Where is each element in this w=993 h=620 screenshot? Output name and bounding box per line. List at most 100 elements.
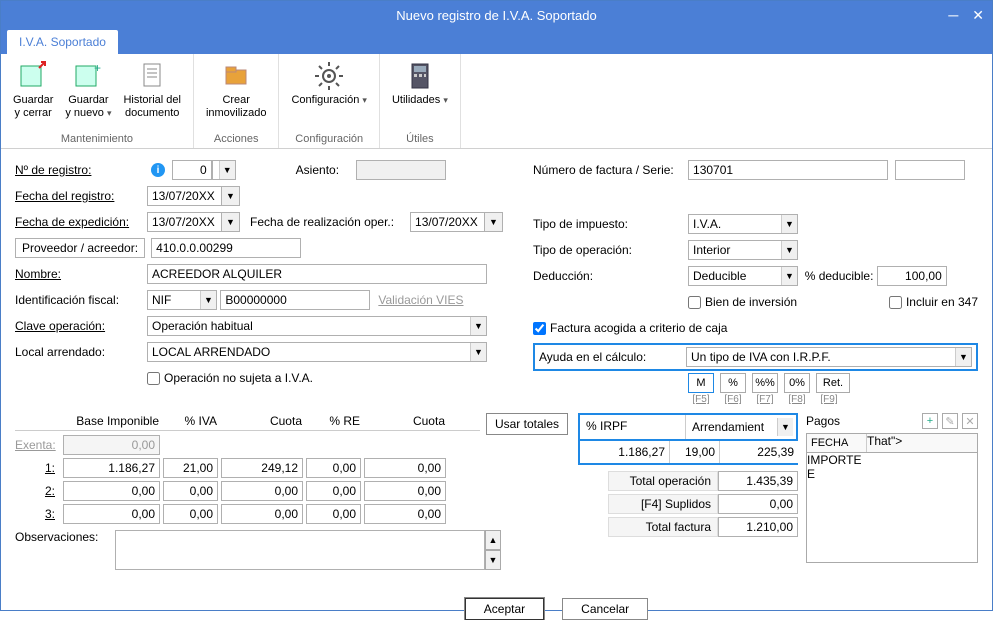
incluir-347-checkbox[interactable]: Incluir en 347 [889, 295, 978, 309]
calc-btn-1[interactable]: % [720, 373, 746, 393]
r2-iva[interactable] [163, 481, 218, 501]
observaciones-textarea[interactable] [115, 530, 485, 570]
ribbon-group-label: Útiles [386, 131, 454, 148]
arrend-arrow[interactable]: ▼ [777, 418, 793, 436]
r3-c[interactable] [221, 504, 303, 524]
fecha-reg-input[interactable] [147, 186, 222, 206]
irpf-pct[interactable] [670, 441, 720, 463]
calc-icon [404, 60, 436, 92]
exenta-bi-input [63, 435, 160, 455]
ayuda-select[interactable] [686, 347, 972, 367]
label-obs: Observaciones: [15, 530, 115, 570]
info-icon[interactable]: i [151, 163, 165, 177]
ribbon-save-new-button[interactable]: +Guardary nuevo ▾ [59, 58, 117, 131]
factura-caja-checkbox[interactable]: Factura acogida a criterio de caja [533, 321, 727, 335]
tab-iva-soportado[interactable]: I.V.A. Soportado [7, 30, 118, 54]
total-fac-input[interactable] [718, 517, 798, 537]
deduccion-arrow[interactable]: ▼ [781, 267, 797, 285]
titlebar: Nuevo registro de I.V.A. Soportado ─ ✕ [1, 1, 992, 29]
col-e[interactable]: E [807, 467, 977, 481]
prov-button[interactable]: Proveedor / acreedor: [15, 238, 145, 258]
ribbon-save-close-button[interactable]: Guardary cerrar [7, 58, 59, 131]
ribbon-history-button[interactable]: Historial deldocumento [117, 58, 186, 131]
nreg-b-arrow[interactable]: ▼ [219, 161, 235, 179]
ribbon-gear-button[interactable]: Configuración ▾ [285, 58, 372, 131]
r1-re[interactable] [306, 458, 361, 478]
gear-icon [313, 60, 345, 92]
r1-bi[interactable] [63, 458, 160, 478]
bien-inversion-checkbox[interactable]: Bien de inversión [688, 295, 797, 309]
fecha-real-picker[interactable]: ▼ [485, 212, 503, 232]
r3-re[interactable] [306, 504, 361, 524]
label-tipo-imp: Tipo de impuesto: [533, 217, 688, 231]
local-arrow[interactable]: ▼ [470, 343, 486, 361]
pagos-delete-icon[interactable]: ✕ [962, 413, 978, 429]
ribbon-folder-button[interactable]: Crearinmovilizado [200, 58, 273, 131]
prov-input[interactable] [151, 238, 301, 258]
r3-bi[interactable] [63, 504, 160, 524]
label-fecha-reg: Fecha del registro: [15, 189, 147, 203]
r2-bi[interactable] [63, 481, 160, 501]
minimize-icon[interactable]: ─ [948, 8, 958, 22]
obs-scroll-down[interactable]: ▼ [485, 550, 501, 570]
tipo-op-arrow[interactable]: ▼ [781, 241, 797, 259]
r1-c[interactable] [221, 458, 303, 478]
total-op-input[interactable] [718, 471, 798, 491]
col-fecha[interactable]: FECHA [807, 434, 867, 452]
calc-btn-2[interactable]: %% [752, 373, 778, 393]
r2-c2[interactable] [364, 481, 446, 501]
local-select[interactable] [147, 342, 487, 362]
pagos-edit-icon[interactable]: ✎ [942, 413, 958, 429]
irpf-base[interactable] [580, 441, 670, 463]
fkey-label: [F6] [720, 394, 746, 405]
fecha-real-input[interactable] [410, 212, 485, 232]
cancelar-button[interactable]: Cancelar [562, 598, 648, 620]
calc-btn-0[interactable]: M [688, 373, 714, 393]
op-no-sujeta-checkbox[interactable]: Operación no sujeta a I.V.A. [147, 371, 313, 385]
fecha-reg-picker[interactable]: ▼ [222, 186, 240, 206]
ayuda-arrow[interactable]: ▼ [955, 348, 971, 366]
r3-c2[interactable] [364, 504, 446, 524]
r1-iva[interactable] [163, 458, 218, 478]
ident-num-input[interactable] [220, 290, 370, 310]
pct-deducible-input[interactable] [877, 266, 947, 286]
nreg-a-input[interactable] [172, 160, 212, 180]
obs-scroll-up[interactable]: ▲ [485, 530, 501, 550]
ayuda-calculo-row: Ayuda en el cálculo: ▼ [533, 343, 978, 371]
num-factura-input[interactable] [688, 160, 888, 180]
label-tipo-op: Tipo de operación: [533, 243, 688, 257]
irpf-cuota[interactable] [720, 441, 798, 463]
serie-input[interactable] [895, 160, 965, 180]
r2-re[interactable] [306, 481, 361, 501]
calc-btn-3[interactable]: 0% [784, 373, 810, 393]
fecha-exp-picker[interactable]: ▼ [222, 212, 240, 232]
fecha-exp-input[interactable] [147, 212, 222, 232]
nombre-input[interactable] [147, 264, 487, 284]
clave-select[interactable] [147, 316, 487, 336]
r3-iva[interactable] [163, 504, 218, 524]
ribbon-label: Guardary nuevo ▾ [65, 94, 111, 120]
aceptar-button[interactable]: Aceptar [465, 598, 544, 620]
r1-c2[interactable] [364, 458, 446, 478]
usar-totales-button[interactable]: Usar totales [486, 413, 568, 435]
r2-c[interactable] [221, 481, 303, 501]
ribbon: Guardary cerrar+Guardary nuevo ▾Historia… [1, 54, 992, 149]
ident-tipo-arrow[interactable]: ▼ [200, 291, 216, 309]
close-icon[interactable]: ✕ [972, 8, 984, 22]
tipo-imp-arrow[interactable]: ▼ [781, 215, 797, 233]
calc-ret-button[interactable]: Ret. [816, 373, 850, 393]
label-clave: Clave operación: [15, 319, 147, 333]
suplidos-input[interactable] [718, 494, 798, 514]
label-exenta: Exenta: [15, 438, 63, 452]
ribbon-calc-button[interactable]: Utilidades ▾ [386, 58, 454, 131]
folder-icon [220, 60, 252, 92]
window-title: Nuevo registro de I.V.A. Soportado [396, 8, 596, 23]
fkey-label: [F5] [688, 394, 714, 405]
tabbar: I.V.A. Soportado [1, 29, 992, 54]
clave-arrow[interactable]: ▼ [470, 317, 486, 335]
col-irpf: % IRPF [580, 415, 686, 439]
validacion-vies-link[interactable]: Validación VIES [378, 293, 463, 307]
save-new-icon: + [72, 60, 104, 92]
pagos-add-icon[interactable]: + [922, 413, 938, 429]
label-total-fac: Total factura [608, 517, 718, 537]
